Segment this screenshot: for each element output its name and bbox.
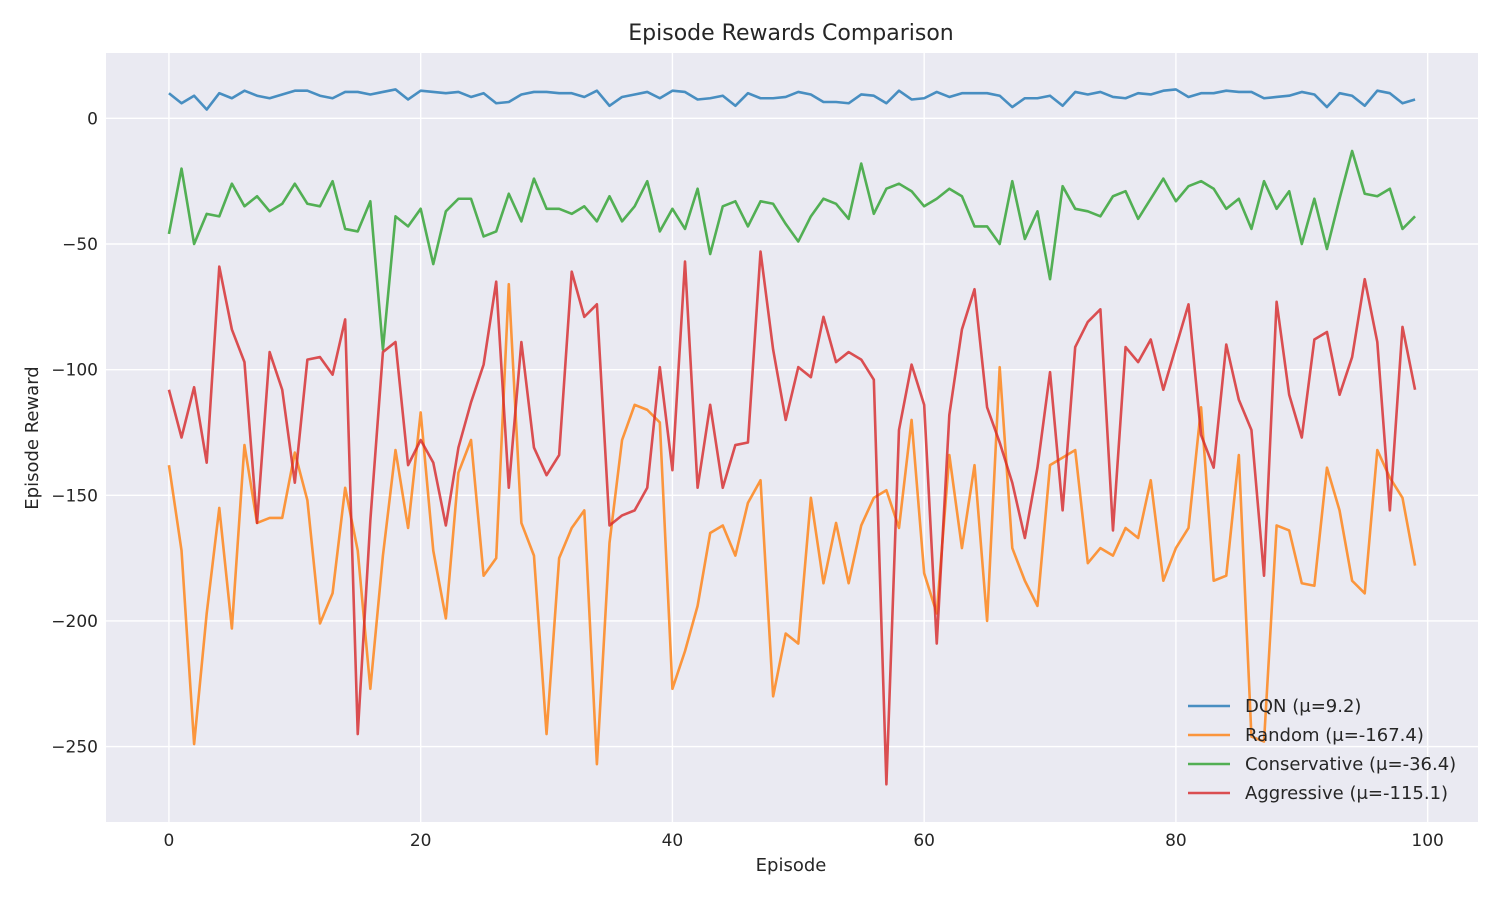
y-tick-label: −50 xyxy=(62,235,98,255)
y-tick-labels: 0 −50 −100 −150 −200 −250 xyxy=(51,109,98,757)
legend-label: DQN (μ=9.2) xyxy=(1245,696,1361,717)
y-tick-label: −100 xyxy=(51,361,98,381)
series-line-0 xyxy=(168,88,1416,111)
legend-label: Aggressive (μ=-115.1) xyxy=(1245,783,1448,804)
y-tick-label: −250 xyxy=(51,738,98,758)
series-lines xyxy=(167,88,1417,786)
legend-label: Conservative (μ=-36.4) xyxy=(1245,754,1456,775)
legend-label: Random (μ=-167.4) xyxy=(1245,725,1424,746)
y-tick-label: 0 xyxy=(87,109,98,129)
x-tick-label: 40 xyxy=(662,831,684,851)
x-tick-label: 20 xyxy=(410,831,432,851)
legend: DQN (μ=9.2) Random (μ=-167.4) Conservative… xyxy=(1188,696,1456,804)
chart-title: Episode Rewards Comparison xyxy=(628,21,954,46)
series-line-2 xyxy=(167,149,1416,351)
x-tick-label: 0 xyxy=(164,831,175,851)
x-tick-label: 60 xyxy=(913,831,935,851)
x-tick-label: 80 xyxy=(1165,831,1187,851)
x-tick-label: 100 xyxy=(1411,831,1443,851)
y-axis-label: Episode Reward xyxy=(22,366,43,509)
y-tick-label: −200 xyxy=(51,612,98,632)
y-tick-label: −150 xyxy=(51,486,98,506)
x-tick-labels: 0 20 40 60 80 100 xyxy=(164,831,1444,851)
series-line-3 xyxy=(167,250,1417,786)
series-line-1 xyxy=(167,282,1417,766)
x-axis-label: Episode xyxy=(756,855,827,876)
